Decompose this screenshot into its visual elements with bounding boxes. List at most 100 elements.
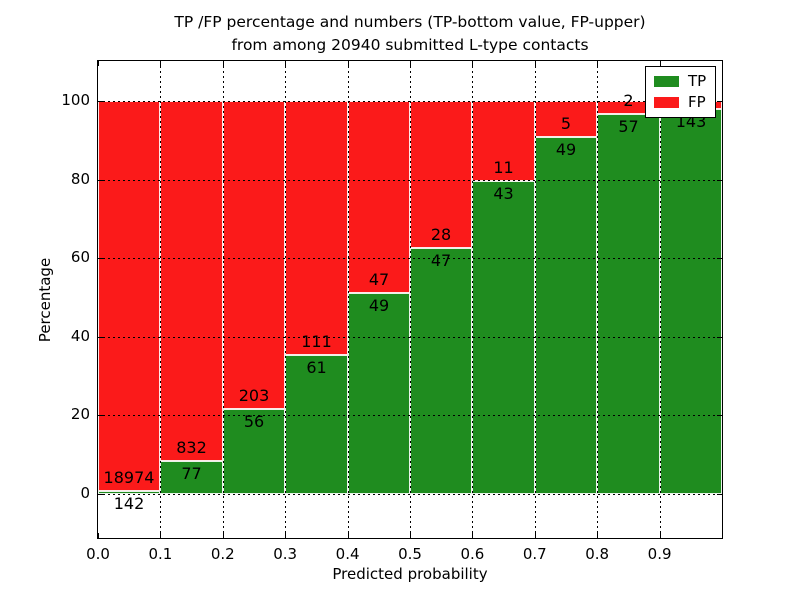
y-axis-tick-right [717, 258, 722, 259]
fp-count-label: 5 [560, 114, 572, 134]
x-tick-label: 0.1 [148, 545, 173, 563]
x-tick-label: 0.7 [522, 545, 547, 563]
x-tick-label: 0.6 [460, 545, 485, 563]
x-axis-tick [285, 533, 286, 538]
x-axis-tick-top [722, 61, 723, 66]
y-axis-tick [98, 101, 103, 102]
legend-fp-label: FP [688, 93, 706, 111]
tp-bar-segment [348, 293, 410, 494]
x-axis-tick-top [410, 61, 411, 66]
x-axis-tick-top [98, 61, 99, 66]
tp-count-label: 142 [113, 494, 145, 514]
y-axis-tick-right [717, 180, 722, 181]
tp-count-label: 77 [181, 463, 202, 483]
x-axis-tick-top [223, 61, 224, 66]
x-axis-tick [160, 533, 161, 538]
x-axis-tick-top [535, 61, 536, 66]
gridline-vertical [597, 61, 598, 538]
x-tick-label: 0.3 [273, 545, 298, 563]
tp-count-label: 49 [555, 140, 577, 160]
y-tick-label: 80 [70, 169, 90, 188]
x-axis-tick [98, 533, 99, 538]
y-tick-label: 40 [70, 326, 90, 345]
chart-title-line2: from among 20940 submitted L-type contac… [231, 36, 589, 54]
x-tick-label: 0.5 [398, 545, 422, 563]
chart-title-line1: TP /FP percentage and numbers (TP-bottom… [174, 13, 646, 31]
axes-frame [97, 60, 723, 539]
gridline-vertical [472, 61, 473, 538]
x-tick-label: 0.0 [86, 545, 110, 563]
fp-bar-segment [223, 101, 285, 410]
x-axis-tick-top [597, 61, 598, 66]
tp-bar-segment [285, 354, 348, 494]
x-axis-label: Predicted probability [332, 565, 488, 583]
x-axis-tick-top [160, 61, 161, 66]
y-axis-tick [98, 337, 103, 338]
legend-fp-swatch [654, 97, 679, 108]
y-axis-tick [98, 415, 103, 416]
chart-title: TP /FP percentage and numbers (TP-bottom… [98, 11, 722, 57]
tp-bar-segment [660, 109, 722, 494]
y-tick-label: 20 [70, 405, 90, 424]
x-axis-tick [348, 533, 349, 538]
x-axis-tick [223, 533, 224, 538]
tp-count-label: 61 [306, 357, 327, 377]
gridline-vertical [535, 61, 536, 538]
y-axis-tick-right [717, 101, 722, 102]
x-axis-tick-top [660, 61, 661, 66]
fp-bar-segment [348, 101, 410, 294]
x-axis-tick-top [285, 61, 286, 66]
fp-count-label: 28 [430, 224, 452, 244]
x-tick-label: 0.2 [210, 545, 235, 563]
gridline-horizontal [98, 101, 722, 102]
fp-count-label: 2 [623, 91, 634, 111]
fp-count-label: 111 [301, 331, 332, 351]
gridline-vertical [660, 61, 661, 538]
y-tick-label: 100 [61, 91, 90, 109]
fp-count-label: 11 [493, 158, 514, 178]
gridline-vertical [223, 61, 224, 538]
fp-bar-segment [285, 101, 348, 355]
gridline-vertical [348, 61, 349, 538]
tp-bar-segment [597, 114, 660, 494]
gridline-vertical [160, 61, 161, 538]
x-axis-tick [535, 533, 536, 538]
gridline-horizontal [98, 258, 722, 259]
gridline-horizontal [98, 494, 722, 495]
x-axis-tick-top [348, 61, 349, 66]
x-axis-tick [472, 533, 473, 538]
legend-row-fp: FP [646, 92, 715, 113]
tp-count-label: 57 [618, 117, 639, 137]
tp-bar-segment [535, 137, 597, 494]
fp-count-label: 47 [368, 270, 390, 290]
y-axis-tick [98, 494, 103, 495]
fp-bar-segment [98, 101, 160, 492]
x-axis-tick [660, 533, 661, 538]
y-tick-label: 0 [80, 484, 90, 502]
x-axis-tick [722, 533, 723, 538]
fp-count-label: 832 [176, 437, 207, 457]
fp-count-label: 18974 [103, 468, 155, 488]
gridline-horizontal [98, 337, 722, 338]
x-axis-tick [410, 533, 411, 538]
tp-bar-segment [98, 491, 160, 494]
fp-count-label: 203 [238, 386, 270, 406]
gridline-horizontal [98, 180, 722, 181]
y-axis-tick [98, 258, 103, 259]
legend-tp-label: TP [688, 72, 707, 90]
x-axis-tick-top [472, 61, 473, 66]
gridline-vertical [285, 61, 286, 538]
legend-row-tp: TP [646, 71, 715, 92]
y-axis-tick-right [717, 494, 722, 495]
x-tick-label: 0.9 [647, 545, 672, 563]
tp-bar-segment [160, 460, 223, 494]
x-tick-label: 0.4 [335, 545, 360, 563]
x-axis-tick [597, 533, 598, 538]
x-tick-label: 0.8 [585, 545, 610, 563]
fp-bar-segment [160, 101, 223, 461]
y-axis-tick-right [717, 337, 722, 338]
legend-tp-swatch [654, 76, 679, 87]
legend: TP FP [645, 66, 716, 118]
tp-bar-segment [223, 409, 285, 494]
